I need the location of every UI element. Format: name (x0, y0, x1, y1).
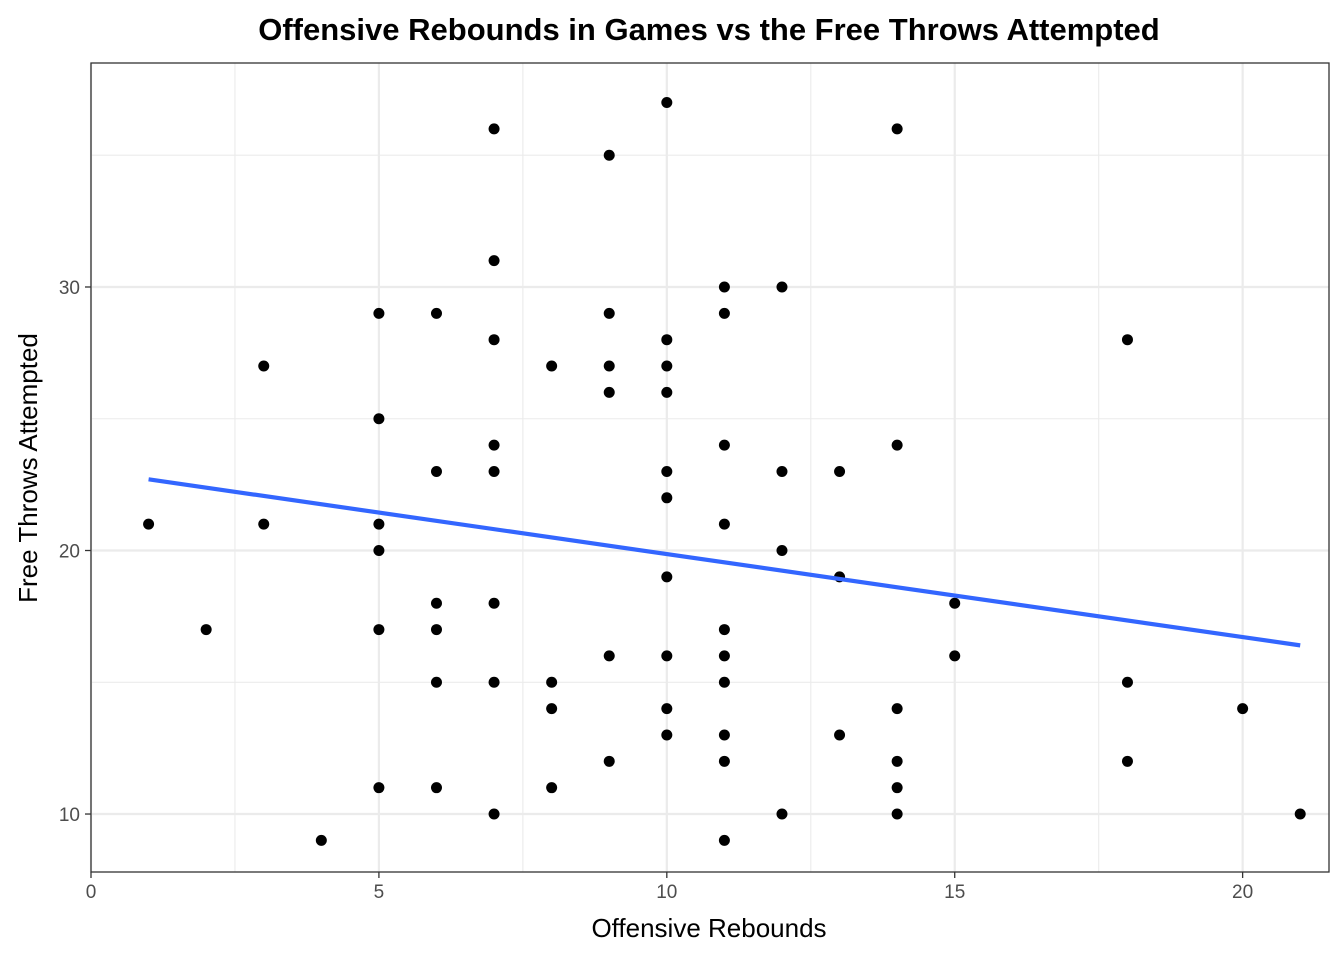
data-point (891, 782, 903, 794)
data-point (488, 597, 500, 609)
data-point (603, 360, 615, 372)
data-point (430, 465, 442, 477)
y-tick-label: 30 (59, 278, 80, 299)
data-point (776, 545, 788, 557)
grid (89, 63, 1329, 872)
data-point (430, 782, 442, 794)
data-point (200, 624, 212, 636)
data-point (546, 703, 558, 715)
data-point (718, 624, 730, 636)
data-point (834, 729, 846, 741)
data-point (949, 597, 961, 609)
data-point (718, 755, 730, 767)
data-point (143, 518, 155, 530)
data-point (603, 755, 615, 767)
x-tick-label: 5 (374, 882, 385, 903)
data-point (661, 465, 673, 477)
data-point (1237, 703, 1249, 715)
x-tick-label: 20 (1232, 882, 1253, 903)
data-point (661, 571, 673, 583)
trend-line (148, 477, 1301, 648)
data-point (661, 334, 673, 346)
data-point (488, 255, 500, 267)
data-point (776, 281, 788, 293)
data-point (488, 808, 500, 820)
data-point (891, 703, 903, 715)
data-point (1121, 676, 1133, 688)
data-point (603, 650, 615, 662)
axes: 0 5 10 15 20 10 20 30 (59, 278, 1253, 903)
data-point (718, 307, 730, 319)
data-point (488, 465, 500, 477)
data-point (718, 518, 730, 530)
data-point (661, 650, 673, 662)
data-point (718, 650, 730, 662)
data-point (258, 360, 270, 372)
data-point (891, 439, 903, 451)
data-point (373, 624, 385, 636)
data-point (891, 808, 903, 820)
data-point (546, 782, 558, 794)
data-point (373, 545, 385, 557)
data-point (373, 307, 385, 319)
data-point (718, 281, 730, 293)
data-point (430, 307, 442, 319)
data-point (718, 439, 730, 451)
x-tick-label: 10 (656, 882, 677, 903)
data-point (661, 386, 673, 398)
data-point (891, 755, 903, 767)
data-point (430, 676, 442, 688)
y-axis-title: Free Throws Attempted (13, 333, 43, 603)
data-point (315, 834, 327, 846)
data-point (1121, 755, 1133, 767)
data-point (603, 307, 615, 319)
data-point (373, 518, 385, 530)
data-point (891, 123, 903, 135)
data-point (776, 808, 788, 820)
data-point (488, 334, 500, 346)
y-tick-label: 10 (59, 805, 80, 826)
data-point (718, 834, 730, 846)
data-point (430, 624, 442, 636)
trend-line-group (148, 477, 1301, 648)
data-point (718, 676, 730, 688)
data-point (718, 729, 730, 741)
data-point (661, 97, 673, 109)
y-tick-label: 20 (59, 542, 80, 563)
data-point (834, 465, 846, 477)
data-point (488, 439, 500, 451)
data-point (776, 465, 788, 477)
data-point (1294, 808, 1306, 820)
data-point (661, 703, 673, 715)
x-tick-label: 15 (944, 882, 965, 903)
data-point (661, 729, 673, 741)
data-point (661, 492, 673, 504)
data-point (603, 386, 615, 398)
data-point (258, 518, 270, 530)
data-points (143, 97, 1306, 846)
data-point (430, 597, 442, 609)
data-point (488, 123, 500, 135)
data-point (1121, 334, 1133, 346)
data-point (488, 676, 500, 688)
data-point (661, 360, 673, 372)
data-point (373, 782, 385, 794)
x-tick-label: 0 (86, 882, 97, 903)
data-point (546, 360, 558, 372)
data-point (949, 650, 961, 662)
chart-title: Offensive Rebounds in Games vs the Free … (258, 12, 1159, 47)
data-point (603, 149, 615, 161)
panel-border (90, 62, 1330, 873)
x-axis-title: Offensive Rebounds (591, 913, 826, 943)
data-point (546, 676, 558, 688)
data-point (373, 413, 385, 425)
